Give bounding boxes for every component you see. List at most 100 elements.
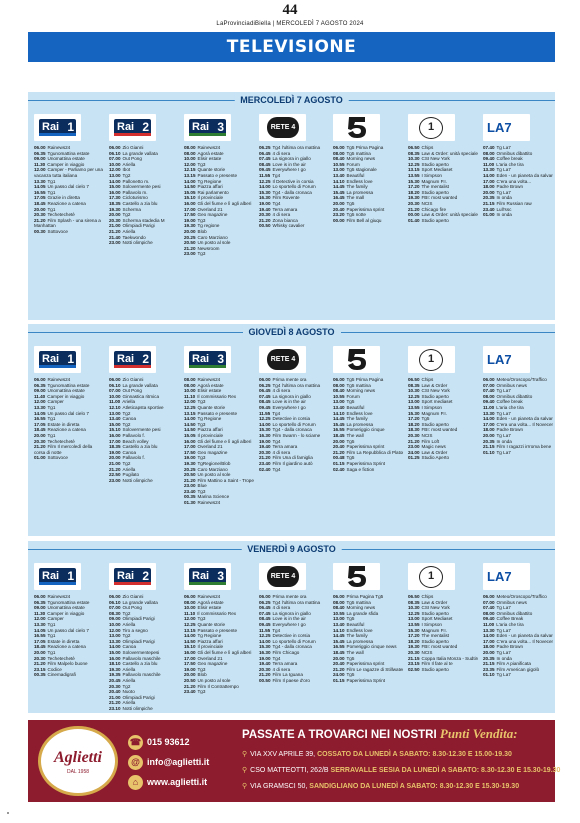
ad-headline: PASSATE A TROVARCI NEI NOSTRI Punti Vend… <box>242 726 548 742</box>
program-time: 20.30 <box>34 212 46 218</box>
program-title: Tg La7 <box>496 627 511 633</box>
program-title: Tg3 <box>197 455 206 461</box>
program-title: Tg2 <box>122 460 131 466</box>
program-time: 17.50 <box>184 661 196 667</box>
program-time: 06.00 <box>333 594 345 599</box>
program-entry: 15.10 Il provinciale <box>184 195 254 201</box>
program-entry: 21.15 Film Russian raw <box>483 201 553 207</box>
program-time: 23.10 <box>109 705 121 711</box>
program-entry: 14.00 Tg Regione <box>184 179 254 185</box>
program-entry: 16.30 Film Chicago <box>259 650 329 656</box>
program-time: 07.45 <box>259 156 271 162</box>
program-time: 13.00 <box>408 399 420 405</box>
program-title: Reazione a catena <box>47 644 86 650</box>
program-title: La grande vallata <box>122 382 158 388</box>
web-contact[interactable]: ⌂ www.aglietti.it <box>128 772 238 792</box>
program-title: Eden - un pianeta da salvare <box>496 172 554 178</box>
channel-logo-la7: LA7 <box>483 346 530 373</box>
program-title: Piazza affari <box>197 638 223 644</box>
program-title: Gli del fiume e lì agli alberi <box>197 200 252 206</box>
program-title: Techetechetè <box>47 655 75 661</box>
program-time: 10.00 <box>109 161 121 167</box>
program-time: 13.30 <box>483 410 495 416</box>
program-time: 09.45 <box>259 167 271 173</box>
program-time: 09.00 <box>109 616 121 622</box>
program-title: I Simpson <box>421 172 442 178</box>
program-time: 21.15 <box>483 444 495 450</box>
program-title: Solovermentepesi <box>122 649 160 655</box>
program-entry: 08.00 Tg5 mattina <box>333 151 403 157</box>
program-time: 17.50 <box>184 212 196 218</box>
program-time: 06.35 <box>34 599 46 605</box>
program-title: Lull'ssc <box>496 206 512 212</box>
store-town: SERRAVALLE SESIA <box>330 767 402 774</box>
program-entry: 20.30 4 di sera <box>259 667 329 673</box>
program-title: Camper in viaggio <box>47 161 85 167</box>
program-title: Forum <box>346 161 360 167</box>
program-title: Magnum P.I. <box>421 178 447 184</box>
email-contact[interactable]: @ info@aglietti.it <box>128 752 238 772</box>
program-time: 06.45 <box>259 388 271 394</box>
program-entry: 09.40 Coffee break <box>483 399 553 405</box>
program-entry: 06.50 Chips <box>408 145 478 151</box>
program-entry: 10.55 Forum <box>333 162 403 168</box>
program-entry: 06.10 La grande vallata <box>109 151 179 157</box>
program-title: Ariella <box>122 466 136 472</box>
channel-logo-rete-4: RETE 4 <box>259 346 306 373</box>
program-title: Sport Mediaset <box>421 167 453 173</box>
program-time: 12.15 <box>184 167 196 173</box>
program-time: 19.30 <box>408 644 420 650</box>
program-entry: 15.30 Magnum P.I. <box>408 411 478 417</box>
program-entry: 18.20 Studio aperto <box>408 422 478 428</box>
program-title: Tg3 <box>197 616 206 622</box>
program-entry: 00.00 Film Bell al giuqu <box>333 218 403 224</box>
program-title: Taekwondo <box>122 234 146 240</box>
program-time: 14.45 <box>333 416 345 422</box>
program-title: Tg1 <box>47 206 56 212</box>
program-time: 15.30 <box>259 189 271 195</box>
program-entry: 09.00 Unomattina estate <box>34 388 104 394</box>
program-time: 13.15 <box>184 627 196 633</box>
program-time: 14.00 <box>259 638 271 644</box>
program-title: Geo magazine <box>197 661 228 667</box>
program-title: Tg5 <box>421 416 430 422</box>
program-entry: 14.10 Endless love <box>333 628 403 634</box>
program-entry: 11.55 Tg4 <box>259 628 329 634</box>
phone-number: 015 93612 <box>147 737 190 747</box>
program-time: 01.40 <box>408 217 420 223</box>
phone-contact[interactable]: ☎ 015 93612 <box>128 732 238 752</box>
program-time: 20.00 <box>109 212 121 218</box>
program-time: 00.48 <box>333 455 345 461</box>
program-title: Passato e presente <box>197 627 238 633</box>
program-entry: 13.00 Sport Mediaset <box>408 616 478 622</box>
program-entry: 19.30 Scherma <box>109 207 179 213</box>
program-title: Tg3 <box>197 161 206 167</box>
ad-stores: PASSATE A TROVARCI NEI NOSTRI Punti Vend… <box>242 726 560 795</box>
program-title: Tg4 <box>272 655 281 661</box>
program-time: 20.00 <box>34 432 46 438</box>
program-title: Piazza affari <box>197 184 223 190</box>
program-title: Ariella <box>122 161 136 167</box>
program-entry: 20.35 In onda <box>483 656 553 662</box>
program-title: Ibot <box>122 167 131 173</box>
program-time: 19.35 <box>109 672 121 678</box>
program-entry: 23.00 Magic news <box>408 444 478 450</box>
program-entry: 14.05 Un passo dal cielo 7 <box>34 628 104 634</box>
program-title: Rainews24 <box>47 377 71 382</box>
program-entry: 09.00 Olimpiadi Parigi <box>109 616 179 622</box>
program-title: Chips <box>421 377 434 382</box>
program-time: 15.00 <box>109 649 121 655</box>
program-entry: 07.45 La signora in giallo <box>259 611 329 617</box>
program-entry: 10.00 Elisir estate <box>184 156 254 162</box>
program-title: Tg3 <box>197 488 206 494</box>
program-entry: 17.20 The mentalist <box>408 184 478 190</box>
program-entry: 20.00 Tg5 <box>333 201 403 207</box>
program-time: 06.45 <box>259 605 271 611</box>
program-time: 06.25 <box>259 382 271 388</box>
program-time: 21.20 <box>408 438 420 444</box>
program-time: 20.00 <box>184 228 196 234</box>
program-time: 20.00 <box>333 438 345 444</box>
program-time: 20.30 <box>259 449 271 455</box>
program-title: Overland 21 <box>197 206 223 212</box>
program-time: 15.05 <box>184 432 196 438</box>
